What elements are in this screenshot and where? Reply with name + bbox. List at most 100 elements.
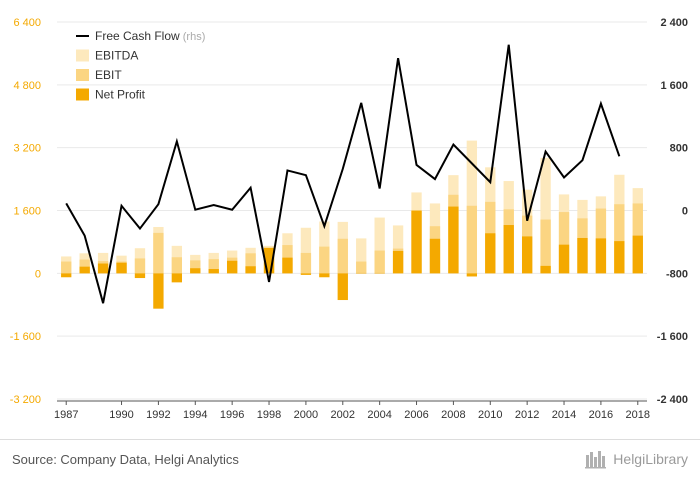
bar-net-profit — [190, 268, 201, 274]
legend-label: Net Profit — [95, 88, 146, 102]
y-right-tick-label: -2 400 — [657, 394, 688, 406]
bar-net-profit — [263, 247, 275, 274]
x-tick-label: 1987 — [54, 409, 78, 421]
y-right-tick-label: -1 600 — [657, 331, 688, 343]
bar-ebit — [134, 258, 146, 274]
legend-label: EBIT — [95, 68, 122, 82]
x-axis: 1987 1990 1992 1994 1996 1998 2000 2002 2004 2006… — [54, 401, 650, 421]
legend-swatch — [76, 49, 89, 62]
x-tick-label: 1992 — [146, 409, 170, 421]
bar-ebit — [208, 259, 219, 274]
x-tick-label: 2016 — [589, 409, 613, 421]
bar-ebit — [300, 252, 312, 274]
gridlines — [57, 21, 647, 400]
right-axis: 2 400 1 600 800 0 -800 -1 600 -2 400 — [657, 17, 688, 406]
bar-ebitda — [300, 227, 312, 274]
bar-net-profit — [521, 236, 533, 274]
line-free-cash-flow — [65, 44, 621, 304]
y-right-tick-label: 2 400 — [660, 17, 688, 29]
bar-ebit — [540, 219, 551, 274]
bar-ebit — [614, 204, 625, 274]
bar-ebit — [190, 260, 201, 274]
brand: HelgiLibrary — [584, 449, 688, 469]
y-left-tick-label: 4 800 — [13, 80, 41, 92]
bar-net-profit — [61, 273, 72, 278]
legend-label: EBITDA — [95, 49, 138, 63]
bar-net-profit — [319, 273, 330, 278]
legend: Free Cash Flow (rhs) EBITDA EBIT Net Profit — [76, 29, 205, 102]
bar-ebit — [374, 250, 385, 274]
x-tick-label: 1990 — [109, 409, 133, 421]
y-left-tick-label: 0 — [35, 268, 41, 280]
bar-net-profit — [356, 272, 367, 274]
bar-net-profit — [540, 265, 551, 274]
x-tick-label: 2014 — [552, 409, 576, 421]
x-tick-label: 2000 — [294, 409, 318, 421]
bar-net-profit — [558, 244, 570, 274]
bar-ebit — [153, 232, 164, 274]
y-left-tick-label: -3 200 — [10, 394, 41, 406]
footer-divider — [0, 439, 700, 440]
bar-ebitda — [356, 238, 367, 274]
y-right-tick-label: 1 600 — [660, 80, 688, 92]
bar-net-profit — [208, 269, 219, 274]
y-right-tick-label: 800 — [670, 143, 688, 155]
y-right-tick-label: 0 — [682, 206, 688, 218]
bar-net-profit — [282, 257, 293, 274]
bar-net-profit — [134, 273, 146, 279]
bars — [61, 140, 643, 309]
bar-net-profit — [337, 273, 348, 301]
bar-ebit — [171, 257, 183, 274]
legend-swatch — [76, 88, 89, 101]
bar-ebit — [466, 205, 478, 274]
source-note: Source: Company Data, Helgi Analytics — [12, 452, 239, 467]
bar-ebit — [558, 212, 570, 274]
legend-swatch — [76, 69, 89, 81]
bar-net-profit — [595, 238, 607, 274]
left-axis: 6 400 4 800 3 200 1 600 0 -1 600 -3 200 — [10, 17, 41, 406]
bar-net-profit — [632, 235, 643, 274]
legend-suffix: (rhs) — [180, 31, 206, 43]
y-left-tick-label: 3 200 — [13, 143, 41, 155]
x-tick-label: 1994 — [183, 409, 207, 421]
bar-net-profit — [79, 266, 90, 274]
bar-ebit — [79, 259, 90, 274]
bar-net-profit — [97, 263, 109, 274]
legend-label: Free Cash Flow (rhs) — [95, 29, 205, 43]
bar-net-profit — [300, 273, 312, 275]
bar-ebit — [356, 261, 367, 274]
bar-net-profit — [245, 266, 256, 274]
x-tick-label: 1998 — [257, 409, 281, 421]
bar-ebit — [337, 238, 348, 274]
x-tick-label: 2012 — [515, 409, 539, 421]
bar-net-profit — [466, 273, 478, 277]
y-left-tick-label: -1 600 — [10, 331, 41, 343]
bar-net-profit — [577, 237, 588, 274]
x-tick-label: 2004 — [367, 409, 391, 421]
x-tick-label: 2018 — [626, 409, 650, 421]
x-tick-label: 2002 — [331, 409, 355, 421]
y-right-tick-label: -800 — [666, 268, 688, 280]
bar-ebitda — [374, 217, 385, 274]
x-tick-label: 2006 — [404, 409, 428, 421]
chart: 6 400 4 800 3 200 1 600 0 -1 600 -3 200 2 400 1… — [10, 17, 688, 421]
bar-ebitda — [540, 157, 551, 274]
bar-ebit — [245, 253, 256, 274]
x-tick-label: 1996 — [220, 409, 244, 421]
bar-net-profit — [171, 273, 183, 283]
bar-net-profit — [614, 241, 625, 274]
x-tick-label: 2010 — [478, 409, 502, 421]
bar-ebit — [61, 261, 72, 274]
bar-net-profit — [153, 273, 164, 309]
y-left-tick-label: 1 600 — [13, 206, 41, 218]
bar-ebit — [319, 246, 330, 274]
bar-net-profit — [429, 238, 441, 274]
bar-net-profit — [411, 210, 422, 274]
bar-net-profit — [116, 262, 127, 274]
library-logo-icon — [585, 451, 607, 469]
bar-net-profit — [485, 233, 496, 274]
bar-net-profit — [392, 250, 404, 274]
bar-net-profit — [503, 225, 514, 274]
footer: Source: Company Data, Helgi Analytics He… — [0, 439, 700, 483]
bar-net-profit — [374, 272, 385, 274]
